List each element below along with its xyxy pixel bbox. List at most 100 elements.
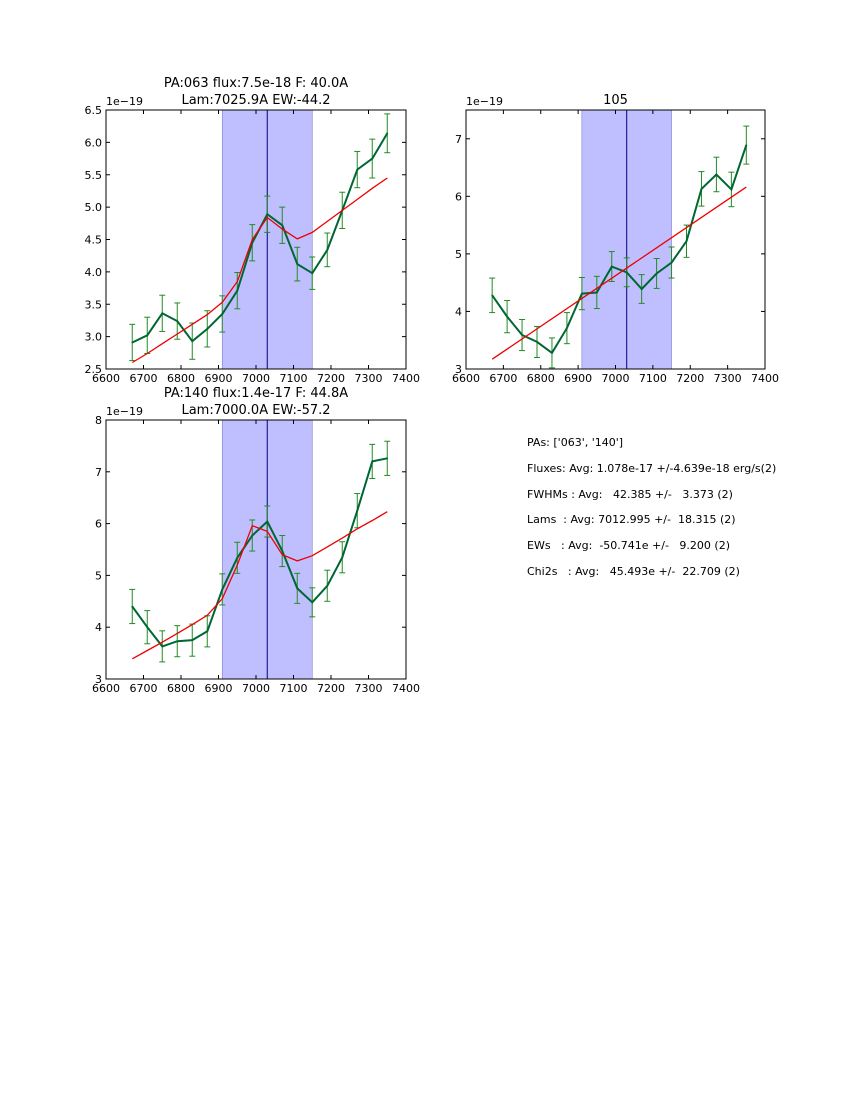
chart-2-data-point — [491, 294, 493, 297]
chart-2-model-line — [491, 186, 747, 360]
chart-3-y-tick-label: 8 — [95, 414, 102, 427]
chart-3-data-point — [266, 520, 269, 523]
chart-3-data-point — [386, 457, 389, 460]
chart-2: 6600 6700 6800 6900 7000 7100 7200 7300 7400 3 4 5 6… — [452, 93, 779, 385]
chart-1-y-tick-label: 2.5 — [85, 363, 103, 376]
chart-1-data-point — [206, 328, 209, 330]
chart-2-data-point — [700, 188, 703, 190]
chart-2-title-line: 105 — [603, 93, 628, 108]
chart-1-data-point — [221, 313, 224, 315]
chart-1-x-tick-label: 6900 — [205, 372, 233, 385]
chart-2-y-tick-label: 4 — [455, 305, 462, 318]
chart-2-y-tick-label: 3 — [455, 363, 462, 376]
chart-3-x-tick-label: 7000 — [242, 682, 270, 695]
chart-3-x-tick-label: 6700 — [130, 682, 158, 695]
chart-1-data-point — [236, 289, 239, 292]
chart-2-x-tick-label: 7000 — [602, 372, 630, 385]
chart-2-y-tick-label: 7 — [455, 133, 462, 146]
chart-2-data-line — [491, 144, 748, 355]
chart-1-y-tick-label: 5.0 — [85, 201, 103, 214]
chart-1-x-tick-label: 6700 — [130, 372, 158, 385]
chart-1-data-point — [371, 157, 374, 160]
chart-1-data-point — [131, 341, 134, 344]
chart-1-x-tick-label: 7200 — [317, 372, 345, 385]
chart-1-data-point — [191, 340, 194, 342]
chart-3-data-point — [356, 509, 359, 512]
chart-3-data-point — [251, 534, 254, 537]
chart-1-y-tick-label: 3.0 — [85, 331, 103, 344]
chart-1-x-tick-label: 7100 — [280, 372, 308, 385]
chart-2-data-point — [640, 288, 643, 290]
chart-3-y-tick-label: 6 — [95, 518, 102, 531]
chart-2-x-tick-label: 7400 — [751, 372, 779, 385]
chart-1-y-tick-label: 3.5 — [85, 298, 103, 311]
chart-3-data-point — [221, 588, 224, 591]
chart-3-x-tick-label: 7300 — [355, 682, 383, 695]
chart-3: 6600 6700 6800 6900 7000 7100 7200 7300 7400 3 4 5 6… — [92, 386, 420, 695]
chart-2-data-point — [506, 315, 508, 318]
chart-2-x-tick-label: 6700 — [489, 372, 517, 385]
chart-3-data-point — [311, 601, 314, 604]
chart-2-x-tick-label: 6600 — [452, 372, 480, 385]
chart-2-offset-label: 1e−19 — [466, 95, 503, 108]
chart-1-plot-area — [129, 110, 391, 369]
chart-1-y-tick-label: 6.0 — [85, 136, 103, 149]
chart-2-x-tick-label: 6800 — [527, 372, 555, 385]
chart-1-data-point — [146, 334, 149, 337]
chart-3-data-point — [131, 605, 134, 608]
chart-2-x-tick-label: 7100 — [639, 372, 667, 385]
summary-fwhms: FWHMs : Avg: 42.385 +/- 3.373 (2) — [527, 487, 733, 501]
chart-3-data-point — [326, 584, 329, 587]
chart-1-x-tick-label: 7400 — [392, 372, 420, 385]
chart-1-x-tick-label: 6600 — [92, 372, 120, 385]
chart-3-x-tick-label: 6600 — [92, 682, 120, 695]
chart-1-data-point — [326, 249, 329, 251]
chart-3-y-tick-label: 7 — [95, 466, 102, 479]
chart-2-y-tick-label: 6 — [455, 190, 462, 203]
summary-lams: Lams : Avg: 7012.995 +/- 18.315 (2) — [527, 513, 736, 527]
chart-1-model-line — [131, 177, 388, 364]
chart-1-x-tick-label: 7300 — [355, 372, 383, 385]
summary-fluxes: Fluxes: Avg: 1.078e-17 +/-4.639e-18 erg/… — [527, 461, 777, 475]
chart-1-data-point — [281, 224, 284, 227]
chart-1: 6600 6700 6800 6900 7000 7100 7200 7300 7400 2.5 3… — [85, 76, 421, 385]
chart-2-data-point — [670, 261, 673, 264]
chart-2-data-point — [625, 271, 628, 274]
chart-2-data-point — [685, 240, 688, 243]
chart-2-data-point — [521, 334, 523, 336]
chart-2-data-point — [745, 144, 748, 146]
chart-2-data-point — [566, 327, 568, 329]
chart-3-data-point — [146, 626, 149, 628]
chart-3-y-tick-label: 5 — [95, 569, 102, 582]
chart-1-offset-label: 1e−19 — [106, 95, 143, 108]
chart-1-y-tick-label: 4.0 — [85, 266, 103, 279]
chart-2-data-point — [655, 272, 658, 275]
summary-panel: PAs: ['063', '140'] Fluxes: Avg: 1.078e-… — [527, 430, 847, 585]
chart-3-model-line — [131, 511, 388, 660]
chart-3-data-point — [206, 630, 209, 633]
chart-3-y-tick-label: 4 — [95, 621, 102, 634]
chart-1-x-tick-label: 7000 — [242, 372, 270, 385]
chart-3-plot-area — [129, 420, 391, 679]
chart-1-y-tick-label: 6.5 — [85, 104, 103, 117]
chart-1-data-point — [296, 263, 299, 265]
chart-3-title-line: PA:140 flux:1.4e-17 F: 44.8A — [164, 386, 348, 401]
chart-2-data-point — [536, 341, 538, 343]
chart-3-y-tick-label: 3 — [95, 673, 102, 686]
chart-1-data-point — [386, 132, 389, 135]
summary-ews: EWs : Avg: -50.741e +/- 9.200 (2) — [527, 539, 730, 553]
chart-1-data-point — [266, 213, 269, 216]
chart-3-data-point — [341, 556, 344, 559]
chart-2-data-point — [596, 291, 598, 294]
chart-2-data-point — [581, 292, 583, 295]
chart-2-plot-area — [489, 110, 750, 369]
chart-3-x-tick-label: 7400 — [392, 682, 420, 695]
chart-3-x-tick-label: 6900 — [205, 682, 233, 695]
chart-3-data-point — [191, 639, 194, 641]
chart-2-y-tick-label: 5 — [455, 248, 462, 261]
chart-3-data-point — [296, 587, 299, 590]
chart-3-data-point — [236, 556, 239, 559]
chart-2-x-tick-label: 7200 — [676, 372, 704, 385]
chart-1-data-point — [176, 320, 179, 322]
